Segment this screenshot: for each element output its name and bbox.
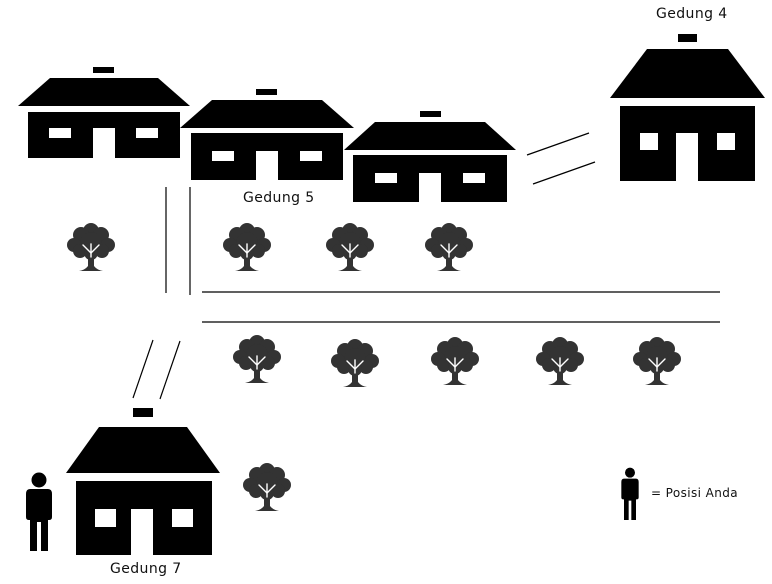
legend-person-icon (621, 467, 639, 520)
building-icon (18, 67, 190, 158)
tree-icon (325, 222, 375, 272)
tree-icon (424, 222, 474, 272)
building-icon (610, 34, 765, 181)
label-gedung-5: Gedung 5 (243, 190, 315, 206)
legend-text: = Posisi Anda (651, 486, 738, 500)
tree-icon (632, 336, 682, 386)
tree-icon (66, 222, 116, 272)
tree-icon (242, 462, 292, 512)
tree-icon (232, 334, 282, 384)
building-icon (344, 111, 516, 202)
person-icon (26, 472, 52, 551)
road-line (532, 161, 596, 185)
road-line (526, 132, 590, 156)
road-line (132, 339, 154, 399)
tree-icon (222, 222, 272, 272)
building-icon (180, 89, 354, 180)
tree-icon (430, 336, 480, 386)
road-line (159, 340, 181, 400)
tree-icon (330, 338, 380, 388)
building-icon (66, 408, 220, 555)
label-gedung-4: Gedung 4 (656, 6, 728, 22)
road-lines (132, 132, 720, 400)
label-gedung-7: Gedung 7 (110, 561, 182, 577)
tree-icon (535, 336, 585, 386)
